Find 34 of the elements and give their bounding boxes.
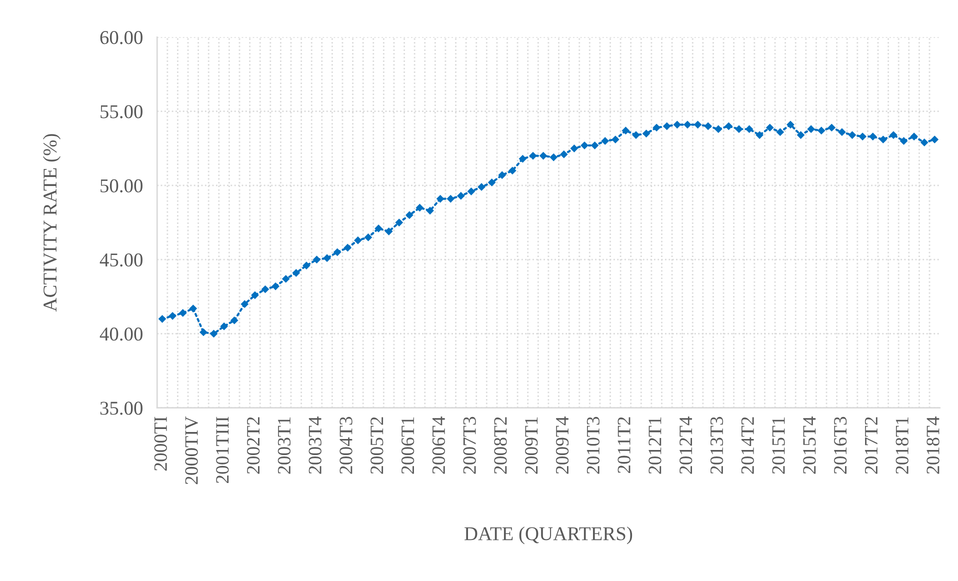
y-tick-label: 60.00	[100, 31, 142, 44]
x-tick-label: 2006T4	[432, 416, 446, 474]
x-tick-label: 2012T1	[648, 417, 662, 474]
x-tick-label: 2011T2	[618, 417, 630, 473]
x-tick-label: 2001TIII	[216, 416, 229, 484]
x-tick-label: 2005T2	[370, 417, 384, 474]
x-tick-label: 2003T1	[278, 417, 291, 474]
x-tick-label: 2016T3	[834, 416, 847, 474]
x-tick-label: 2003T4	[308, 416, 322, 474]
x-tick-label: 2010T3	[586, 416, 600, 474]
x-tick-label: 2018T1	[896, 417, 908, 474]
x-tick-label: 2018T4	[926, 416, 940, 474]
y-tick-label: 40.00	[100, 328, 142, 341]
x-tick-label: 2008T2	[494, 417, 507, 474]
x-tick-label: 2006T1	[401, 417, 414, 474]
x-tick-label: 2000TIV	[185, 416, 198, 484]
y-tick-label: 50.00	[100, 179, 142, 192]
x-tick-label: 2009T4	[556, 416, 569, 474]
y-tick-label: 35.00	[100, 402, 142, 415]
y-axis-title: ACTIVITY RATE (%)	[42, 134, 61, 312]
x-tick-label: 2009T1	[525, 417, 538, 474]
x-tick-label: 2007T3	[463, 416, 476, 474]
x-tick-label: 2000TI	[154, 416, 167, 471]
x-tick-label: 2014T2	[741, 417, 754, 474]
y-tick-label: 55.00	[100, 105, 142, 118]
x-tick-label: 2002T2	[246, 417, 260, 474]
y-tick-label: 45.00	[100, 253, 142, 267]
x-axis-title: DATE (QUARTERS)	[464, 526, 632, 544]
x-tick-label: 2015T4	[803, 416, 816, 474]
x-tick-label: 2012T4	[680, 416, 692, 474]
x-tick-label: 2004T3	[340, 416, 352, 474]
x-tick-label: 2017T2	[864, 417, 878, 474]
x-tick-label: 2013T3	[710, 416, 724, 474]
x-tick-label: 2015T1	[772, 417, 785, 474]
